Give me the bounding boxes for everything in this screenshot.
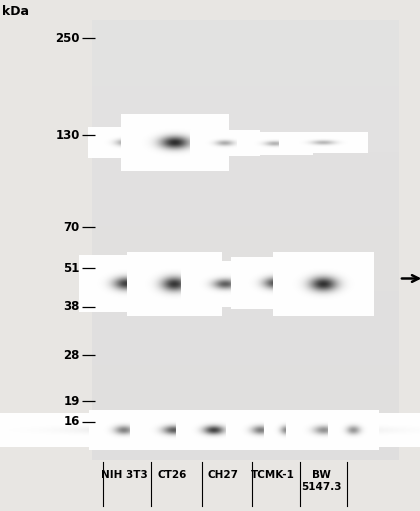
Text: 250: 250 bbox=[55, 32, 80, 45]
Bar bbox=[92, 423, 399, 431]
Bar bbox=[92, 225, 399, 233]
Bar bbox=[92, 431, 399, 438]
Bar bbox=[92, 372, 399, 379]
Bar bbox=[92, 335, 399, 343]
Bar bbox=[92, 401, 399, 409]
Bar bbox=[92, 416, 399, 423]
Bar bbox=[92, 291, 399, 299]
Bar bbox=[92, 145, 399, 152]
Bar bbox=[92, 101, 399, 108]
Bar bbox=[92, 167, 399, 174]
Bar bbox=[92, 313, 399, 321]
Bar bbox=[92, 394, 399, 401]
Bar bbox=[92, 409, 399, 416]
Bar bbox=[92, 137, 399, 145]
Bar bbox=[92, 86, 399, 94]
Bar bbox=[92, 321, 399, 328]
Bar bbox=[92, 79, 399, 86]
Bar bbox=[92, 72, 399, 79]
Bar bbox=[92, 284, 399, 291]
Bar bbox=[92, 269, 399, 277]
Text: BW
5147.3: BW 5147.3 bbox=[301, 470, 341, 492]
Bar bbox=[92, 211, 399, 218]
Bar bbox=[92, 387, 399, 394]
Text: 51: 51 bbox=[63, 262, 80, 275]
Bar bbox=[92, 64, 399, 72]
Bar bbox=[92, 189, 399, 196]
Bar bbox=[92, 108, 399, 115]
Bar bbox=[92, 438, 399, 445]
Text: 19: 19 bbox=[63, 394, 80, 408]
Bar bbox=[92, 350, 399, 357]
Bar bbox=[92, 255, 399, 262]
Bar bbox=[92, 365, 399, 372]
Bar bbox=[92, 379, 399, 387]
FancyBboxPatch shape bbox=[92, 20, 399, 460]
Bar bbox=[92, 240, 399, 247]
Text: kDa: kDa bbox=[2, 5, 29, 18]
Bar bbox=[92, 233, 399, 240]
Bar bbox=[92, 94, 399, 101]
Bar bbox=[92, 181, 399, 189]
Text: NIH 3T3: NIH 3T3 bbox=[100, 470, 147, 480]
Bar bbox=[92, 247, 399, 255]
Text: TCMK-1: TCMK-1 bbox=[251, 470, 295, 480]
Text: 16: 16 bbox=[63, 415, 80, 428]
Text: CH27: CH27 bbox=[207, 470, 238, 480]
Text: 130: 130 bbox=[55, 129, 80, 142]
Bar bbox=[92, 20, 399, 28]
Text: CT26: CT26 bbox=[158, 470, 187, 480]
Bar bbox=[92, 453, 399, 460]
Bar bbox=[92, 159, 399, 167]
Bar bbox=[92, 42, 399, 50]
Text: 28: 28 bbox=[63, 349, 80, 362]
Bar bbox=[92, 299, 399, 306]
Bar bbox=[92, 218, 399, 225]
Bar bbox=[92, 130, 399, 137]
Text: 70: 70 bbox=[63, 221, 80, 234]
Bar bbox=[92, 28, 399, 35]
Bar bbox=[92, 152, 399, 159]
Bar bbox=[92, 445, 399, 453]
Bar bbox=[92, 357, 399, 365]
Bar bbox=[92, 343, 399, 350]
Bar bbox=[92, 35, 399, 42]
Bar bbox=[92, 115, 399, 123]
Text: 38: 38 bbox=[63, 300, 80, 313]
Bar bbox=[92, 203, 399, 211]
Bar bbox=[92, 174, 399, 181]
Bar bbox=[92, 262, 399, 269]
Bar bbox=[92, 123, 399, 130]
Bar bbox=[92, 196, 399, 203]
Bar bbox=[92, 306, 399, 313]
Bar bbox=[92, 57, 399, 64]
Bar bbox=[92, 277, 399, 284]
Bar bbox=[92, 328, 399, 335]
Bar bbox=[92, 50, 399, 57]
